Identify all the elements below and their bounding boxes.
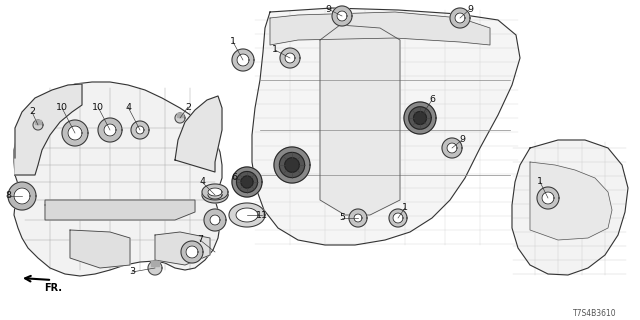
Polygon shape: [237, 54, 249, 66]
Polygon shape: [241, 176, 253, 188]
Polygon shape: [202, 184, 228, 200]
Text: FR.: FR.: [44, 283, 62, 293]
Polygon shape: [202, 187, 228, 203]
Text: 1: 1: [402, 204, 408, 212]
Polygon shape: [270, 12, 490, 45]
Polygon shape: [337, 11, 347, 21]
Polygon shape: [447, 143, 457, 153]
Polygon shape: [237, 172, 257, 193]
Text: 1: 1: [537, 178, 543, 187]
Polygon shape: [393, 213, 403, 223]
Text: 9: 9: [459, 135, 465, 145]
Text: 9: 9: [467, 4, 473, 13]
Text: 1: 1: [272, 45, 278, 54]
Polygon shape: [14, 82, 222, 276]
Polygon shape: [15, 84, 82, 175]
Polygon shape: [530, 162, 612, 240]
Text: 7: 7: [197, 236, 203, 244]
Polygon shape: [104, 124, 116, 136]
Polygon shape: [354, 214, 362, 222]
Polygon shape: [210, 215, 220, 225]
Polygon shape: [252, 8, 520, 245]
Text: 1: 1: [230, 37, 236, 46]
Polygon shape: [332, 6, 352, 26]
Text: 6: 6: [231, 173, 237, 182]
Polygon shape: [62, 120, 88, 146]
Text: 2: 2: [29, 108, 35, 116]
Polygon shape: [33, 120, 43, 130]
Polygon shape: [450, 8, 470, 28]
Polygon shape: [177, 113, 183, 116]
Text: 3: 3: [129, 268, 135, 276]
Polygon shape: [232, 167, 262, 197]
Polygon shape: [455, 13, 465, 23]
Text: 9: 9: [325, 4, 331, 13]
Polygon shape: [45, 200, 195, 220]
Polygon shape: [413, 112, 426, 124]
Polygon shape: [349, 209, 367, 227]
Polygon shape: [512, 140, 628, 275]
Polygon shape: [285, 158, 300, 172]
Text: 6: 6: [429, 95, 435, 105]
Polygon shape: [175, 113, 185, 123]
Polygon shape: [70, 230, 130, 268]
Polygon shape: [148, 261, 162, 275]
Polygon shape: [537, 187, 559, 209]
Polygon shape: [208, 191, 222, 199]
Text: 2: 2: [185, 102, 191, 111]
Polygon shape: [136, 126, 144, 134]
Polygon shape: [232, 49, 254, 71]
Text: T7S4B3610: T7S4B3610: [573, 308, 617, 317]
Polygon shape: [155, 232, 210, 265]
Polygon shape: [14, 188, 30, 204]
Polygon shape: [186, 246, 198, 258]
Polygon shape: [236, 208, 258, 222]
Text: 10: 10: [92, 102, 104, 111]
Text: 8: 8: [5, 191, 11, 201]
Polygon shape: [8, 182, 36, 210]
Polygon shape: [98, 118, 122, 142]
Polygon shape: [320, 25, 400, 215]
Polygon shape: [35, 120, 41, 124]
Text: 11: 11: [256, 211, 268, 220]
Text: 4: 4: [125, 102, 131, 111]
Text: 10: 10: [56, 103, 68, 113]
Polygon shape: [409, 107, 431, 129]
Polygon shape: [175, 96, 222, 172]
Polygon shape: [181, 241, 203, 263]
Polygon shape: [274, 147, 310, 183]
Polygon shape: [280, 48, 300, 68]
Text: 5: 5: [339, 213, 345, 222]
Polygon shape: [68, 126, 82, 140]
Polygon shape: [404, 102, 436, 134]
Polygon shape: [280, 152, 305, 178]
Polygon shape: [442, 138, 462, 158]
Polygon shape: [151, 261, 159, 266]
Polygon shape: [204, 209, 226, 231]
Text: 4: 4: [199, 178, 205, 187]
Polygon shape: [389, 209, 407, 227]
Polygon shape: [285, 53, 295, 63]
Polygon shape: [229, 203, 265, 227]
Polygon shape: [208, 188, 222, 196]
Polygon shape: [131, 121, 149, 139]
Polygon shape: [542, 192, 554, 204]
